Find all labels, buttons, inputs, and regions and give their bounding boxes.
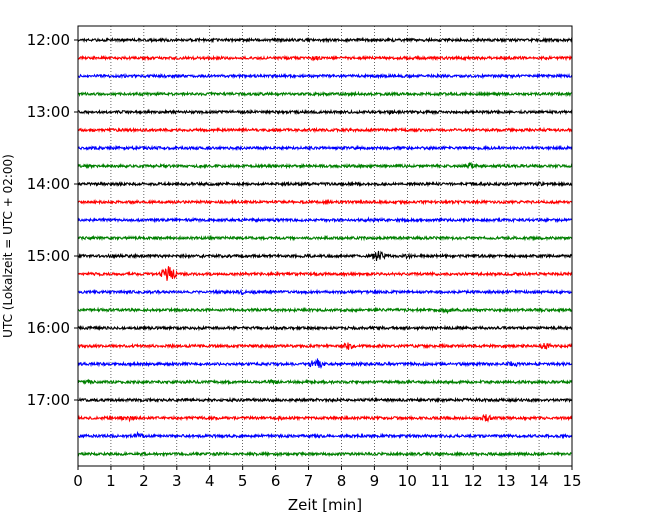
grid-lines: [110, 26, 540, 466]
x-tick-label: 7: [304, 472, 314, 490]
seismic-trace: [77, 266, 573, 281]
x-tick-label: 1: [106, 472, 116, 490]
seismic-trace: [77, 90, 573, 98]
seismic-trace: [77, 288, 573, 296]
seismic-trace: [77, 450, 573, 458]
seismic-trace: [77, 144, 573, 152]
seismic-trace: [77, 198, 573, 206]
seismic-trace: [77, 216, 573, 224]
seismic-trace: [77, 430, 573, 440]
plot-frame: [77, 25, 573, 467]
y-tick-label: 14:00: [27, 175, 70, 193]
y-tick-label: 13:00: [27, 103, 70, 121]
x-tick-label: 4: [205, 472, 215, 490]
x-tick-label: 14: [530, 472, 549, 490]
x-tick-label: 15: [562, 472, 581, 490]
x-tick-label: 5: [238, 472, 248, 490]
x-axis-ticks: 0 1 2 3 4 5 6 7 8 9 10 11 12 13 14 15: [73, 466, 582, 490]
x-tick-label: 10: [398, 472, 417, 490]
seismic-trace: [77, 36, 573, 44]
seismic-trace: [77, 414, 573, 423]
seismic-trace: [77, 126, 573, 134]
trace-group: [77, 36, 573, 458]
y-tick-label: 12:00: [27, 31, 70, 49]
y-tick-label: 16:00: [27, 319, 70, 337]
seismic-trace: [77, 396, 573, 404]
x-tick-label: 6: [271, 472, 281, 490]
seismic-trace: [77, 250, 573, 261]
x-tick-label: 13: [497, 472, 516, 490]
seismic-trace: [77, 180, 573, 188]
x-tick-label: 2: [139, 472, 149, 490]
seismic-trace: [77, 54, 573, 62]
y-axis-ticks: 12:00 13:00 14:00 15:00 16:00 17:00: [27, 31, 78, 409]
x-tick-label: 9: [370, 472, 380, 490]
seismic-trace: [77, 306, 573, 315]
seismic-trace: [77, 358, 573, 370]
seismic-trace: [77, 72, 573, 80]
y-axis-label: UTC (Lokalzeit = UTC + 02:00): [1, 154, 15, 338]
seismic-trace: [77, 378, 573, 386]
seismic-trace: [77, 342, 573, 350]
seismic-trace: [77, 108, 573, 116]
x-tick-label: 11: [431, 472, 450, 490]
y-tick-label: 15:00: [27, 247, 70, 265]
x-axis-label: Zeit [min]: [288, 496, 362, 514]
x-tick-label: 0: [73, 472, 83, 490]
seismic-trace: [77, 161, 573, 170]
seismic-trace: [77, 324, 573, 332]
seismic-trace: [77, 234, 573, 242]
x-tick-label: 8: [337, 472, 347, 490]
x-tick-label: 12: [464, 472, 483, 490]
y-tick-label: 17:00: [27, 391, 70, 409]
x-tick-label: 3: [172, 472, 182, 490]
